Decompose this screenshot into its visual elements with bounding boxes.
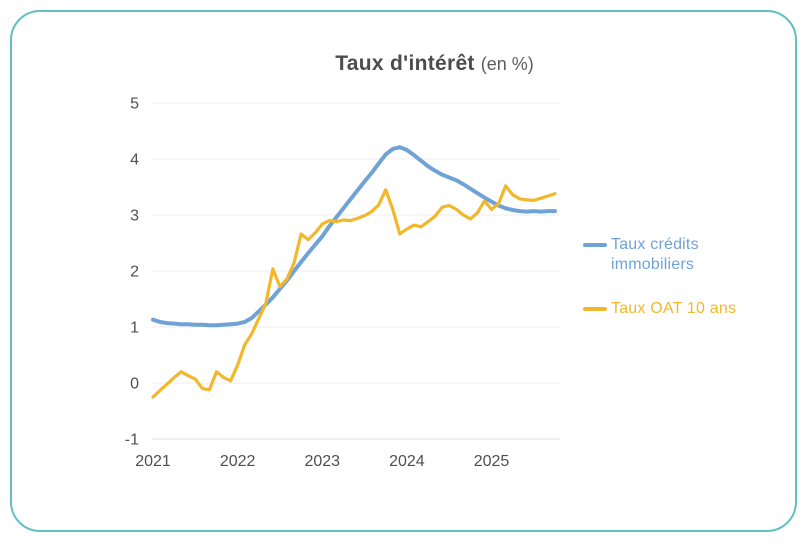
chart-title-main: Taux d'intérêt (335, 52, 475, 75)
legend-item-taux-oat: Taux OAT 10 ans (583, 299, 743, 319)
y-axis-label: 3 (130, 208, 139, 225)
chart-title-unit: (en %) (480, 54, 534, 74)
series-line-taux-credits-immobiliers (151, 145, 557, 328)
credit-line-swatch-icon (583, 243, 607, 247)
y-axis-label: -1 (125, 432, 139, 449)
legend-label-taux-credits: Taux crédits immobiliers (611, 236, 699, 273)
series-line-taux-oat-10-ans (151, 184, 557, 399)
x-axis-label: 2025 (474, 453, 510, 470)
interest-rate-line-chart: 5 4 3 2 1 0 -1 2021 2022 2023 2024 2025 (125, 96, 560, 470)
x-axis-label: 2022 (220, 453, 256, 470)
legend-item-taux-credits: Taux crédits immobiliers (583, 235, 743, 275)
oat-line-swatch-icon (583, 307, 607, 311)
y-axis-label: 4 (130, 152, 139, 169)
chart-card: Taux d'intérêt (en %) 5 4 3 2 1 0 -1 2021 2022 202… (10, 10, 797, 532)
x-axis-label: 2023 (304, 453, 340, 470)
legend-label-taux-oat: Taux OAT 10 ans (611, 300, 737, 317)
y-axis-label: 1 (130, 320, 139, 337)
chart-legend: Taux crédits immobiliers Taux OAT 10 ans (583, 235, 743, 343)
y-axis-label: 0 (130, 376, 139, 393)
x-axis-label: 2024 (389, 453, 425, 470)
x-axis-label: 2021 (135, 453, 171, 470)
y-axis-label: 2 (130, 264, 139, 281)
chart-title: Taux d'intérêt (en %) (147, 52, 722, 76)
y-axis-label: 5 (130, 96, 139, 113)
